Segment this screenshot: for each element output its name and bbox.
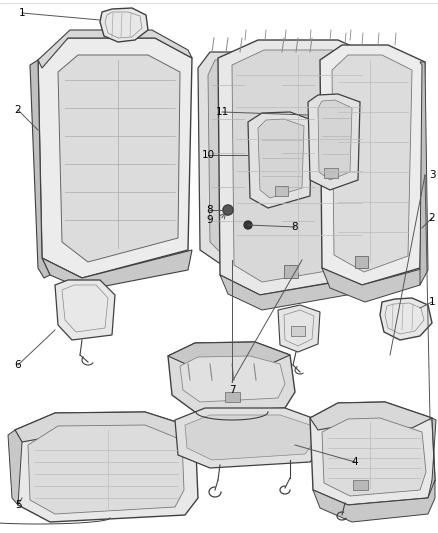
Polygon shape: [258, 119, 304, 198]
Polygon shape: [55, 280, 115, 340]
Polygon shape: [291, 326, 305, 336]
Polygon shape: [355, 256, 368, 268]
Polygon shape: [324, 168, 338, 178]
Polygon shape: [313, 480, 435, 522]
Polygon shape: [278, 60, 316, 254]
Text: 5: 5: [15, 500, 21, 510]
Text: 2: 2: [429, 213, 435, 223]
Polygon shape: [175, 408, 322, 468]
Polygon shape: [198, 52, 255, 265]
Circle shape: [244, 221, 252, 229]
Polygon shape: [310, 402, 432, 430]
Polygon shape: [180, 356, 285, 402]
Polygon shape: [322, 418, 426, 496]
Text: 6: 6: [15, 360, 21, 370]
Polygon shape: [275, 186, 288, 196]
Polygon shape: [220, 248, 230, 258]
Polygon shape: [220, 275, 378, 310]
Polygon shape: [168, 342, 295, 412]
Polygon shape: [428, 418, 436, 498]
Polygon shape: [248, 112, 312, 208]
Polygon shape: [8, 430, 22, 505]
Text: 9: 9: [207, 215, 213, 225]
Text: 8: 8: [292, 222, 298, 232]
Polygon shape: [290, 248, 300, 258]
Text: 10: 10: [201, 150, 215, 160]
Text: 11: 11: [215, 107, 229, 117]
Polygon shape: [15, 412, 195, 442]
Text: 7: 7: [229, 385, 235, 395]
Text: 1: 1: [429, 297, 435, 307]
Polygon shape: [185, 415, 314, 460]
Polygon shape: [232, 50, 364, 282]
Polygon shape: [208, 60, 246, 254]
Polygon shape: [278, 305, 320, 352]
Polygon shape: [218, 40, 378, 295]
Text: 4: 4: [352, 457, 358, 467]
Polygon shape: [38, 30, 192, 68]
Polygon shape: [268, 52, 325, 265]
Polygon shape: [58, 55, 180, 262]
Polygon shape: [225, 392, 240, 402]
Polygon shape: [42, 250, 192, 290]
Polygon shape: [353, 480, 368, 490]
Polygon shape: [420, 62, 428, 285]
Polygon shape: [38, 38, 192, 278]
Polygon shape: [310, 402, 435, 505]
Text: 8: 8: [207, 205, 213, 215]
Text: 3: 3: [429, 170, 435, 180]
Polygon shape: [332, 55, 412, 272]
Text: 1: 1: [19, 8, 25, 18]
Text: 2: 2: [15, 105, 21, 115]
Polygon shape: [380, 298, 432, 340]
Polygon shape: [168, 342, 290, 365]
Polygon shape: [308, 94, 360, 190]
Circle shape: [223, 205, 233, 215]
Polygon shape: [320, 45, 425, 285]
Polygon shape: [284, 265, 298, 278]
Polygon shape: [28, 425, 184, 514]
Polygon shape: [15, 412, 198, 522]
Polygon shape: [100, 8, 148, 42]
Polygon shape: [322, 268, 425, 302]
Polygon shape: [318, 100, 352, 180]
Polygon shape: [30, 60, 50, 278]
